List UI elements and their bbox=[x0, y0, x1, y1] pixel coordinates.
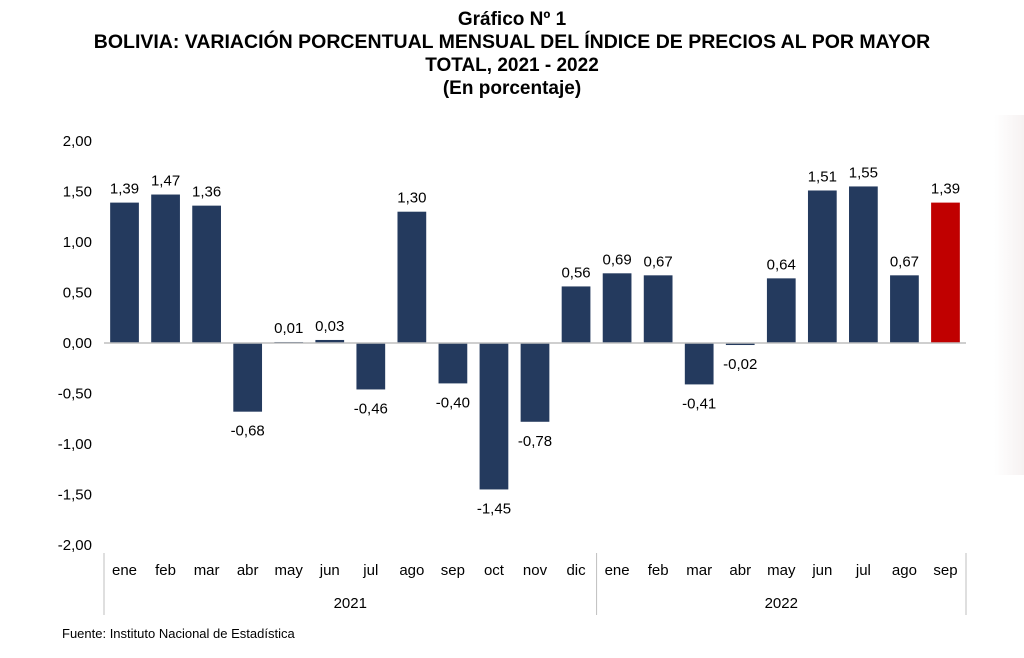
chart-title: BOLIVIA: VARIACIÓN PORCENTUAL MENSUAL DE… bbox=[93, 31, 931, 53]
data-label: 0,01 bbox=[274, 320, 303, 337]
bar bbox=[151, 194, 180, 343]
source-note: Fuente: Instituto Nacional de Estadístic… bbox=[62, 626, 295, 641]
data-label: -0,78 bbox=[518, 433, 552, 450]
category-label: abr bbox=[237, 562, 259, 579]
y-tick-label: -1,50 bbox=[58, 487, 92, 504]
y-tick-label: 0,50 bbox=[63, 285, 92, 302]
category-label: ene bbox=[112, 562, 137, 579]
y-tick-label: 2,00 bbox=[63, 133, 92, 150]
y-tick-label: 1,00 bbox=[63, 234, 92, 251]
category-label: sep bbox=[441, 562, 465, 579]
data-label: -0,02 bbox=[723, 356, 757, 373]
chart-title-years: TOTAL, 2021 - 2022 bbox=[425, 55, 599, 76]
bar bbox=[643, 275, 673, 343]
category-label: jul bbox=[362, 562, 378, 579]
chart-number: Gráfico Nº 1 bbox=[457, 9, 567, 30]
category-label: oct bbox=[484, 562, 505, 579]
bar bbox=[602, 273, 632, 343]
category-label: ago bbox=[892, 562, 917, 579]
category-label: feb bbox=[648, 562, 669, 579]
category-label: nov bbox=[523, 562, 548, 579]
y-tick-label: 0,00 bbox=[63, 335, 92, 352]
data-label: 1,55 bbox=[849, 164, 878, 181]
category-label: mar bbox=[686, 562, 712, 579]
group-label: 2021 bbox=[334, 595, 367, 612]
group-label: 2022 bbox=[765, 595, 798, 612]
bar bbox=[110, 202, 139, 343]
category-label: may bbox=[767, 562, 796, 579]
category-label: jun bbox=[811, 562, 832, 579]
bar bbox=[315, 339, 345, 343]
data-label: 1,47 bbox=[151, 173, 180, 190]
bar bbox=[766, 278, 796, 343]
category-label: abr bbox=[729, 562, 751, 579]
data-label: 0,69 bbox=[602, 251, 631, 268]
bar bbox=[479, 343, 509, 490]
data-label: -0,68 bbox=[231, 423, 265, 440]
chart-title-block: Gráfico Nº 1 BOLIVIA: VARIACIÓN PORCENTU… bbox=[0, 8, 1024, 100]
bar bbox=[561, 286, 591, 343]
data-label: 1,30 bbox=[397, 190, 426, 207]
category-label: jun bbox=[319, 562, 340, 579]
category-label: may bbox=[275, 562, 304, 579]
category-label: jul bbox=[855, 562, 871, 579]
bar bbox=[890, 275, 919, 343]
data-label: 0,67 bbox=[644, 253, 673, 270]
bar bbox=[192, 205, 221, 343]
category-label: ago bbox=[399, 562, 424, 579]
bar bbox=[684, 343, 714, 385]
data-label: -0,40 bbox=[436, 394, 470, 411]
category-label: dic bbox=[566, 562, 586, 579]
data-label: 1,39 bbox=[110, 181, 139, 198]
chart-subtitle: (En porcentaje) bbox=[442, 78, 582, 99]
data-label: -0,41 bbox=[682, 395, 716, 412]
category-label: sep bbox=[933, 562, 957, 579]
data-label: 1,39 bbox=[931, 181, 960, 198]
data-label: -0,46 bbox=[354, 400, 388, 417]
data-label: 0,64 bbox=[767, 256, 796, 273]
data-label: -1,45 bbox=[477, 500, 511, 517]
y-tick-label: -1,00 bbox=[58, 436, 92, 453]
y-tick-label: 1,50 bbox=[63, 184, 92, 201]
bar bbox=[356, 343, 386, 390]
y-tick-label: -2,00 bbox=[58, 537, 92, 554]
bar bbox=[807, 190, 837, 343]
category-label: ene bbox=[605, 562, 630, 579]
data-label: 1,36 bbox=[192, 184, 221, 201]
category-label: mar bbox=[194, 562, 220, 579]
data-label: 0,67 bbox=[890, 253, 919, 270]
bar bbox=[397, 211, 427, 343]
bar bbox=[849, 186, 878, 343]
bar bbox=[233, 343, 263, 412]
data-label: 0,03 bbox=[315, 318, 344, 335]
bar bbox=[931, 202, 960, 343]
decorative-edge bbox=[994, 115, 1024, 475]
y-tick-label: -0,50 bbox=[58, 386, 92, 403]
bar bbox=[520, 343, 550, 422]
data-label: 1,51 bbox=[808, 168, 837, 185]
category-label: feb bbox=[155, 562, 176, 579]
bar bbox=[725, 343, 755, 346]
data-label: 0,56 bbox=[561, 264, 590, 281]
bar bbox=[438, 343, 468, 384]
